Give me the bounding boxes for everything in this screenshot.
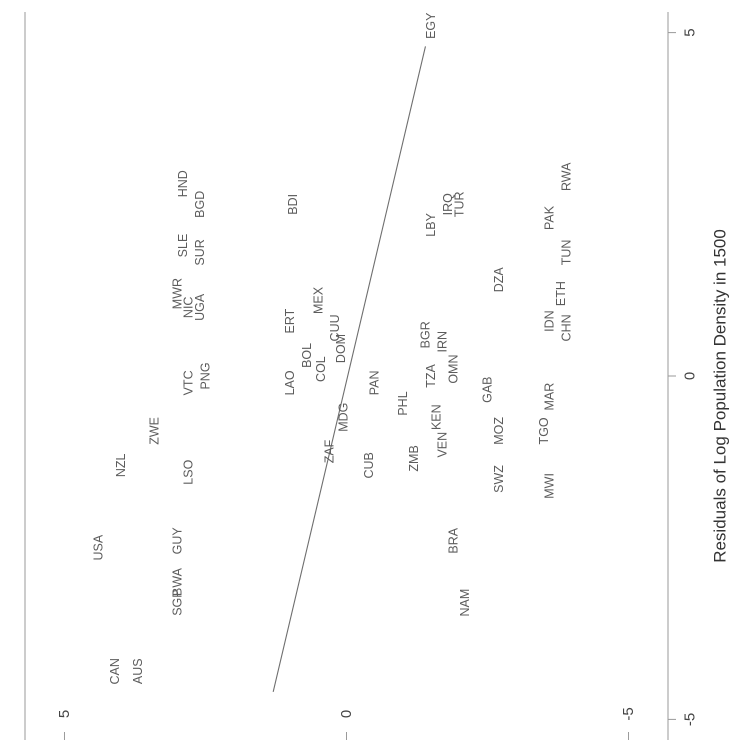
point-label-lao: LAO <box>283 370 297 395</box>
y-tick-label: -5 <box>620 707 637 720</box>
x-axis-title: Residuals of Log Population Density in 1… <box>711 229 730 563</box>
point-label-zaf: ZAF <box>323 439 337 463</box>
point-label-mwi: MWI <box>543 473 557 499</box>
fit-line-layer <box>272 46 427 693</box>
point-label-mwr: MWR <box>170 278 184 309</box>
point-label-nic: NIC <box>182 297 196 319</box>
point-label-bwa: BWA <box>170 567 184 596</box>
fit-line <box>272 46 427 693</box>
point-label-png: PNG <box>199 362 213 389</box>
point-label-dom: DOM <box>334 334 348 363</box>
point-label-eth: ETH <box>554 281 568 306</box>
point-label-omn: OMN <box>447 355 461 384</box>
y-axis-ticks: 5 0 -5 <box>56 707 637 740</box>
point-label-vtc: VTC <box>182 370 196 395</box>
point-label-tur: TUR <box>452 191 466 217</box>
point-label-cub: CUB <box>362 452 376 478</box>
point-label-bol: BOL <box>300 343 314 368</box>
point-label-mdg: MDG <box>337 403 351 432</box>
point-label-lso: LSO <box>182 459 196 484</box>
point-label-phl: PHL <box>396 391 410 415</box>
point-label-irn: IRN <box>435 331 449 353</box>
point-label-col: COL <box>314 356 328 382</box>
point-label-sgp: SGP <box>170 589 184 615</box>
point-label-mar: MAR <box>543 383 557 411</box>
x-tick-label: 5 <box>682 28 699 36</box>
point-label-sle: SLE <box>176 234 190 258</box>
y-tick-label: 0 <box>338 710 355 718</box>
point-label-usa: USA <box>91 534 105 560</box>
point-label-bgd: BGD <box>193 191 207 218</box>
point-label-uga: UGA <box>193 293 207 321</box>
point-label-tun: TUN <box>560 240 574 266</box>
x-axis-ticks: -5 0 5 <box>668 28 699 726</box>
point-label-zwe: ZWE <box>148 417 162 445</box>
point-label-guy: GUY <box>170 527 184 555</box>
x-tick-label: -5 <box>682 713 699 726</box>
point-label-bdi: BDI <box>286 194 300 215</box>
point-label-bra: BRA <box>447 527 461 553</box>
point-label-pak: PAK <box>543 205 557 230</box>
point-label-lby: LBY <box>424 212 438 236</box>
x-tick-label: 0 <box>682 372 699 380</box>
point-label-idn: IDN <box>543 310 557 332</box>
point-label-egy: EGY <box>424 12 438 39</box>
point-label-pan: PAN <box>368 371 382 396</box>
point-label-tza: TZA <box>424 364 438 388</box>
plot-frame <box>24 12 669 740</box>
point-label-moz: MOZ <box>492 417 506 445</box>
point-label-mex: MEX <box>311 286 325 314</box>
y-tick-label: 5 <box>56 710 73 718</box>
point-label-zmb: ZMB <box>407 445 421 471</box>
point-label-dza: DZA <box>492 267 506 293</box>
point-label-ven: VEN <box>435 432 449 458</box>
point-label-rwa: RWA <box>560 162 574 191</box>
point-label-ken: KEN <box>430 404 444 430</box>
point-label-tgo: TGO <box>537 417 551 444</box>
point-label-cuu: CUU <box>328 314 342 341</box>
point-label-sur: SUR <box>193 239 207 265</box>
point-label-nzl: NZL <box>114 453 128 477</box>
point-label-nam: NAM <box>458 589 472 617</box>
point-label-chn: CHN <box>560 314 574 341</box>
point-label-aus: AUS <box>131 658 145 684</box>
point-label-irq: IRQ <box>441 193 455 216</box>
point-label-bgr: BGR <box>419 321 433 348</box>
point-label-gab: GAB <box>481 376 495 402</box>
point-label-hnd: HND <box>176 170 190 197</box>
point-label-swz: SWZ <box>492 465 506 493</box>
point-label-can: CAN <box>108 658 122 684</box>
point-label-ert: ERT <box>283 308 297 333</box>
